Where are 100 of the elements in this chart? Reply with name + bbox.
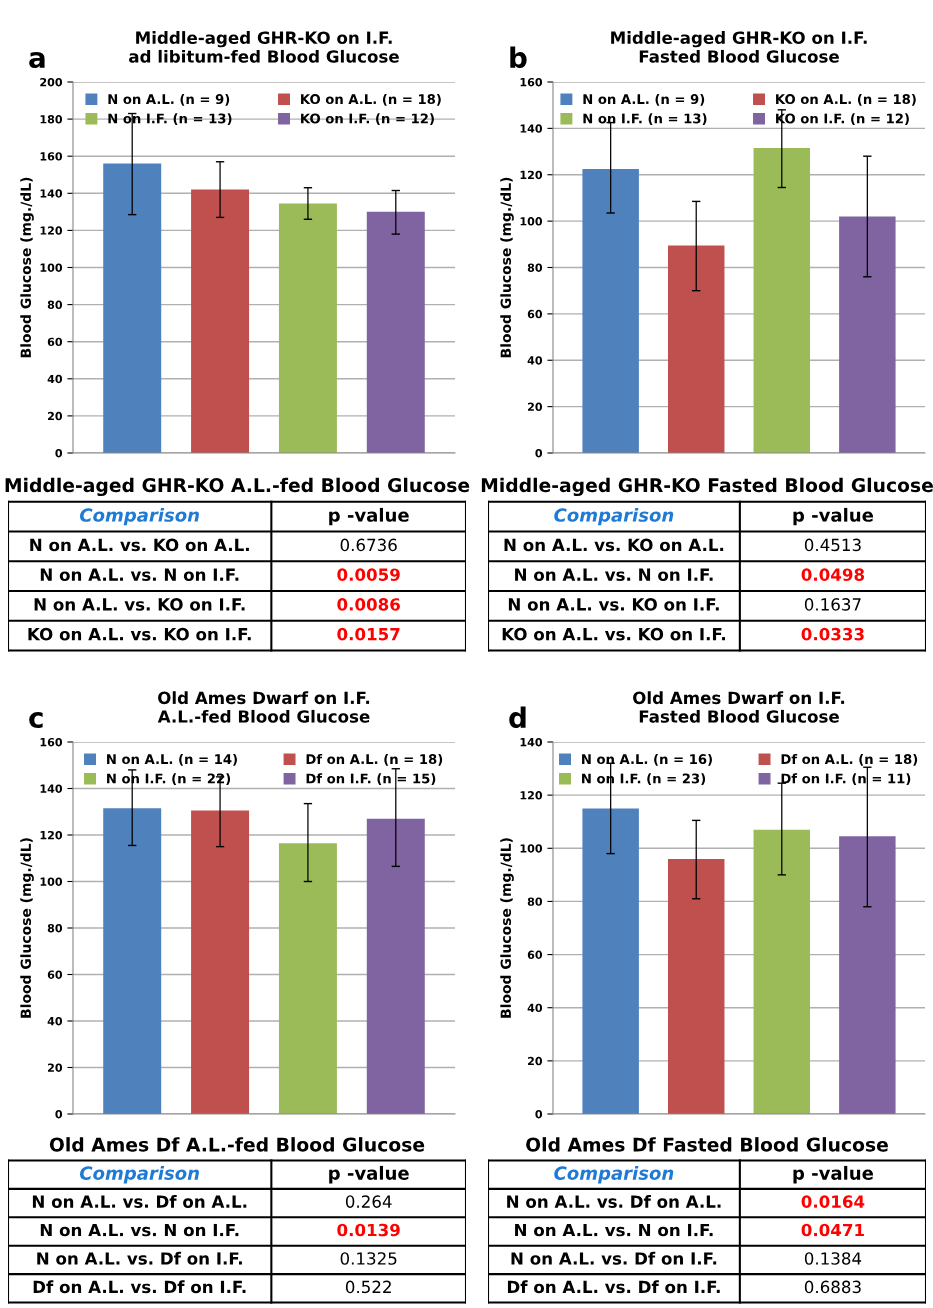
y-tick-label: 60 [527,309,543,319]
y-tick-label: 140 [40,784,63,793]
chart-title: Old Ames Dwarf on I.F. A.L.-fed Blood Glucose [157,691,370,723]
text: 0.0059 [337,568,400,581]
y-tick-label: 180 [40,115,63,124]
y-tick-label: 160 [40,152,63,161]
text: N on A.L. vs. N on I.F. [515,568,713,581]
y-tick-label: 160 [520,77,543,87]
bar [839,836,896,1114]
legend-label: Df on A.L. (n = 18) [781,753,918,766]
y-tick-label: 80 [527,897,543,906]
y-tick-label: 160 [40,737,63,747]
text: N on A.L. vs. Df on I.F. [37,1251,242,1265]
text: Comparison [554,1165,674,1184]
legend-label: KO on A.L. (n = 18) [776,93,916,106]
y-axis-title: Blood Glucose (mg./dL) [500,177,514,358]
y-tick-label: 80 [47,923,63,933]
text: KO on A.L. vs. KO on I.F. [502,627,725,641]
text: 0.6883 [804,1280,861,1294]
bar [582,168,639,453]
text: N on A.L. vs. KO on A.L. [30,538,249,552]
text: 0.0086 [337,598,400,611]
bar [582,808,639,1114]
text: Df on A.L. vs. Df on I.F. [507,1280,720,1294]
text: Middle-aged GHR-KO Fasted Blood Glucose [481,477,933,497]
text: N on A.L. vs. KO on I.F. [34,598,245,611]
text: KO on A.L. vs. KO on I.F. [28,627,251,641]
chart-title: Middle-aged GHR-KO on I.F. Fasted Blood Glucose [611,31,867,63]
y-tick-label: 80 [47,300,63,309]
text: 0.0139 [337,1223,400,1237]
text: b [510,46,527,69]
legend-label: N on A.L. (n = 9) [108,93,230,106]
y-tick-label: 0 [535,1109,543,1119]
text: 0.1325 [340,1252,397,1265]
text: 0.0157 [337,627,400,641]
legend-label: N on A.L. (n = 9) [583,93,705,106]
y-tick-label: 100 [40,263,63,272]
y-tick-label: 120 [520,791,543,800]
y-tick-label: 0 [535,448,543,458]
text: 0.0498 [801,568,865,581]
text: p -value [793,1165,874,1184]
y-tick-label: 140 [40,189,63,198]
bar [753,148,811,453]
text: 0.264 [345,1195,392,1208]
text: Old Ames Df Fasted Blood Glucose [526,1137,888,1152]
text: p -value [329,507,409,526]
bar [753,829,811,1114]
y-tick-label: 140 [520,737,543,747]
bar [278,203,337,453]
text: Comparison [79,507,199,526]
text: p -value [329,1165,409,1184]
text: Df on A.L. vs. Df on I.F. [33,1280,246,1294]
y-tick-label: 60 [47,337,63,347]
y-tick-label: 140 [520,124,543,133]
y-tick-label: 40 [47,1016,63,1026]
y-tick-label: 0 [55,448,63,458]
legend-label: N on I.F. (n = 13) [583,113,707,126]
text: N on A.L. vs. N on I.F. [40,568,239,581]
y-tick-label: 40 [527,1003,543,1013]
text: N on A.L. vs. N on I.F. [515,1223,713,1237]
text: 0.0164 [801,1195,865,1208]
legend-label: Df on I.F. (n = 11) [781,773,911,786]
text: Comparison [554,507,674,526]
bar [191,189,250,453]
y-tick-label: 20 [48,411,63,421]
text: Comparison [79,1165,199,1184]
y-tick-label: 60 [527,950,543,959]
bar [839,216,896,453]
legend-label: N on A.L. (n = 14) [107,753,237,766]
y-tick-label: 80 [527,263,543,272]
text: N on A.L. vs. Df on I.F. [511,1251,717,1265]
y-tick-label: 60 [47,970,63,979]
text: c [29,712,43,729]
bar [103,163,162,453]
y-tick-label: 40 [527,356,543,365]
text: 0.4513 [804,538,861,552]
legend-label: N on A.L. (n = 16) [582,753,712,766]
chart-title: Middle-aged GHR-KO on I.F. ad libitum-fed Blood Glucose [129,31,399,63]
legend-label: Df on A.L. (n = 18) [306,753,443,766]
legend-label: KO on A.L. (n = 18) [301,93,441,106]
text: N on A.L. vs. KO on A.L. [504,538,724,552]
y-tick-label: 100 [520,844,543,853]
text: 0.6736 [340,538,397,552]
y-tick-label: 0 [55,1109,63,1119]
text: N on A.L. vs. N on I.F. [40,1223,239,1237]
legend-label: KO on I.F. (n = 12) [301,113,434,126]
y-tick-label: 100 [40,877,63,886]
text: Middle-aged GHR-KO A.L.-fed Blood Glucose [5,477,470,497]
y-tick-label: 20 [528,402,543,411]
y-tick-label: 20 [48,1063,63,1072]
y-tick-label: 120 [40,830,63,840]
text: N on A.L. vs. Df on A.L. [32,1195,247,1208]
legend-label: Df on I.F. (n = 15) [306,773,436,786]
y-tick-label: 120 [40,226,63,235]
bar [667,858,725,1114]
text: 0.1384 [804,1252,862,1265]
y-axis-title: Blood Glucose (mg./dL) [500,838,514,1018]
text: 0.1637 [804,598,861,611]
text: N on A.L. vs. KO on I.F. [508,598,719,611]
text: 0.0333 [801,627,864,641]
